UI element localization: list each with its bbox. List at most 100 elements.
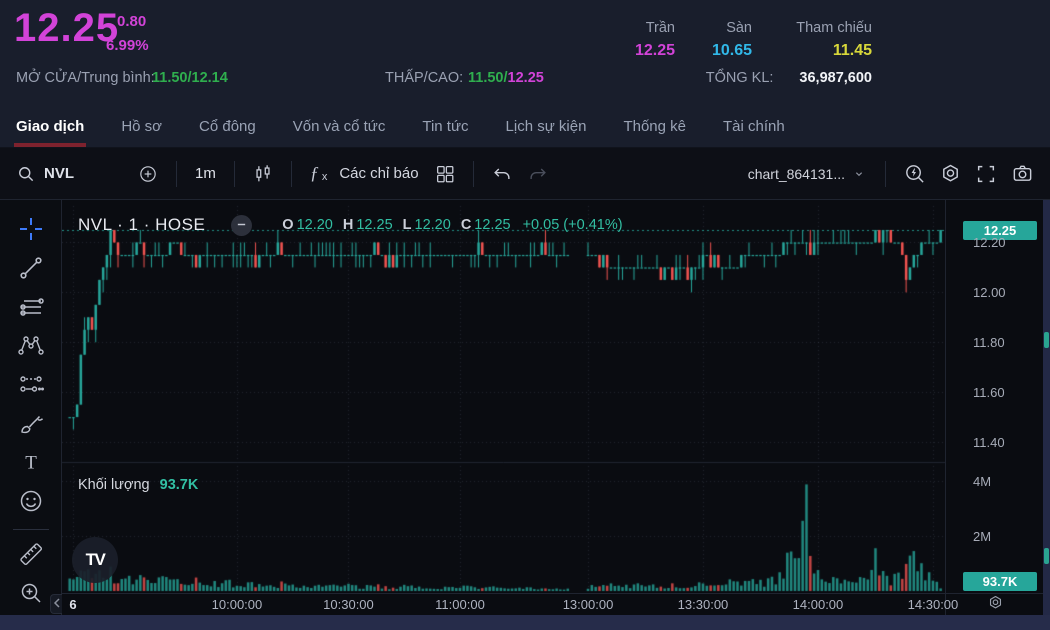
volume-tick: 4M [973,474,992,489]
tool-divider [12,528,49,530]
reference-column: Tham chiếu 11.45 [762,20,872,60]
text-icon[interactable]: T [12,445,50,479]
layout-grid-button[interactable] [427,156,463,192]
open-average-label: MỞ CỬA/Trung bình: [16,70,155,86]
zoom-in-icon[interactable] [12,576,50,610]
low-high-label: THẤP/CAO: [385,70,464,86]
drawing-toolbar: T [0,200,62,615]
slash: / [503,70,508,86]
candlestick-chart[interactable] [62,200,945,593]
price-tick: 12.20 [973,235,1006,251]
total-volume: TỔNG KL: 36,987,600 [706,70,872,86]
volume-tick: 2M [973,529,992,544]
search-icon [16,164,36,184]
price-tick: 11.40 [973,434,1005,450]
toolbar-divider [176,160,177,187]
symbol-search-button[interactable]: NVL [14,156,82,192]
gear-icon [939,162,962,185]
toolbar-right-group: chart_864131... [740,156,1040,192]
legend-collapse-button[interactable] [231,214,253,236]
trend-line-icon[interactable] [12,251,50,285]
toolbar-divider [472,160,474,187]
xabcd-pattern-icon[interactable] [12,328,50,362]
grid-layout-icon [434,163,456,185]
time-tick: 13:00:00 [562,597,614,612]
last-price-badge: 12.25 [963,221,1037,240]
tab-6[interactable]: Thống kê [623,117,686,135]
svg-text:T: T [25,452,37,473]
crosshair-icon[interactable] [12,212,50,246]
volume-badge: 93.7K [963,572,1037,591]
time-tick: 6 [69,597,77,612]
reference-value: 11.45 [832,42,872,59]
chart-style-button[interactable] [245,156,281,192]
candles-icon [252,163,274,185]
chevron-down-icon [851,166,867,182]
reference-label: Tham chiếu [796,20,872,36]
fx-icon: ƒ [309,163,319,183]
tab-4[interactable]: Tin tức [422,117,469,135]
tab-1[interactable]: Hồ sơ [121,117,163,135]
price-tick: 11.80 [973,335,1005,351]
tradingview-logo[interactable]: TV [72,537,118,583]
redo-button[interactable] [520,156,556,192]
chevron-left-icon [53,595,61,613]
bottom-strip [0,615,1050,630]
time-axis-settings[interactable] [946,593,1044,615]
time-tick: 10:00:00 [211,597,263,612]
minus-icon [236,215,247,235]
time-axis[interactable]: 6 10:00:00 10:30:00 11:00:00 13:00:00 13:30:0… [62,593,958,615]
price-axis[interactable]: 12.25 93.7K 12.20 12.00 11.80 11.60 11.40 4M 2… [945,200,1044,615]
time-tick: 13:30:00 [677,597,729,612]
axis-gear-icon [987,594,1004,616]
page-scrollbar[interactable] [1043,200,1050,615]
redo-icon [527,163,549,185]
total-volume-value: 36,987,600 [799,70,872,86]
floor-column: Sàn 10.65 [642,20,752,60]
floor-label: Sàn [726,20,752,36]
horizontal-lines-icon[interactable] [12,290,50,324]
time-tick: 14:30:00 [907,597,959,612]
camera-icon [1011,162,1034,185]
tab-5[interactable]: Lịch sự kiện [505,117,587,135]
tab-7[interactable]: Tài chính [722,117,785,135]
toolbar-divider [233,160,235,187]
tab-giao-dich[interactable]: Giao dịch [13,105,87,147]
day-low: 11.50 [468,70,504,86]
toolbar-divider [885,160,886,187]
page-tabs: Giao dịch Hồ sơ Cổ đông Vốn và cổ tức Tin tứ… [0,105,1050,148]
low-high-value: 11.50/12.25 [468,70,544,86]
compare-add-symbol-button[interactable] [130,156,166,192]
brush-icon[interactable] [12,406,50,440]
tab-3[interactable]: Vốn và cổ tức [292,117,386,135]
time-tick: 14:00:00 [792,597,844,612]
price-tick: 12.00 [973,285,1006,301]
tab-2[interactable]: Cổ đông [199,117,256,135]
symbol-name: NVL [44,165,74,182]
day-high: 12.25 [507,70,544,86]
toolbar-collapse-button[interactable] [50,594,62,614]
chart-layout-name-button[interactable]: chart_864131... [740,156,875,192]
indicators-label: Các chỉ báo [339,165,419,182]
price-change: 0.80 [117,13,147,30]
undo-icon [491,163,513,185]
last-price: 12.25 [14,6,120,50]
emoji-icon[interactable] [12,484,50,518]
total-volume-label: TỔNG KL: [705,70,774,86]
toolbar-divider [290,160,292,187]
settings-button[interactable] [932,156,968,192]
ceiling-label: Trần [645,20,675,36]
interval-button[interactable]: 1m [187,156,224,192]
scrollbar-marker [1044,332,1049,348]
fullscreen-button[interactable] [968,156,1004,192]
ruler-icon[interactable] [12,537,50,571]
snapshot-button[interactable] [1004,156,1040,192]
undo-button[interactable] [484,156,520,192]
quick-search-button[interactable] [896,156,932,192]
fullscreen-icon [975,163,997,185]
forecast-icon[interactable] [12,367,50,401]
time-tick: 11:00:00 [435,597,485,612]
